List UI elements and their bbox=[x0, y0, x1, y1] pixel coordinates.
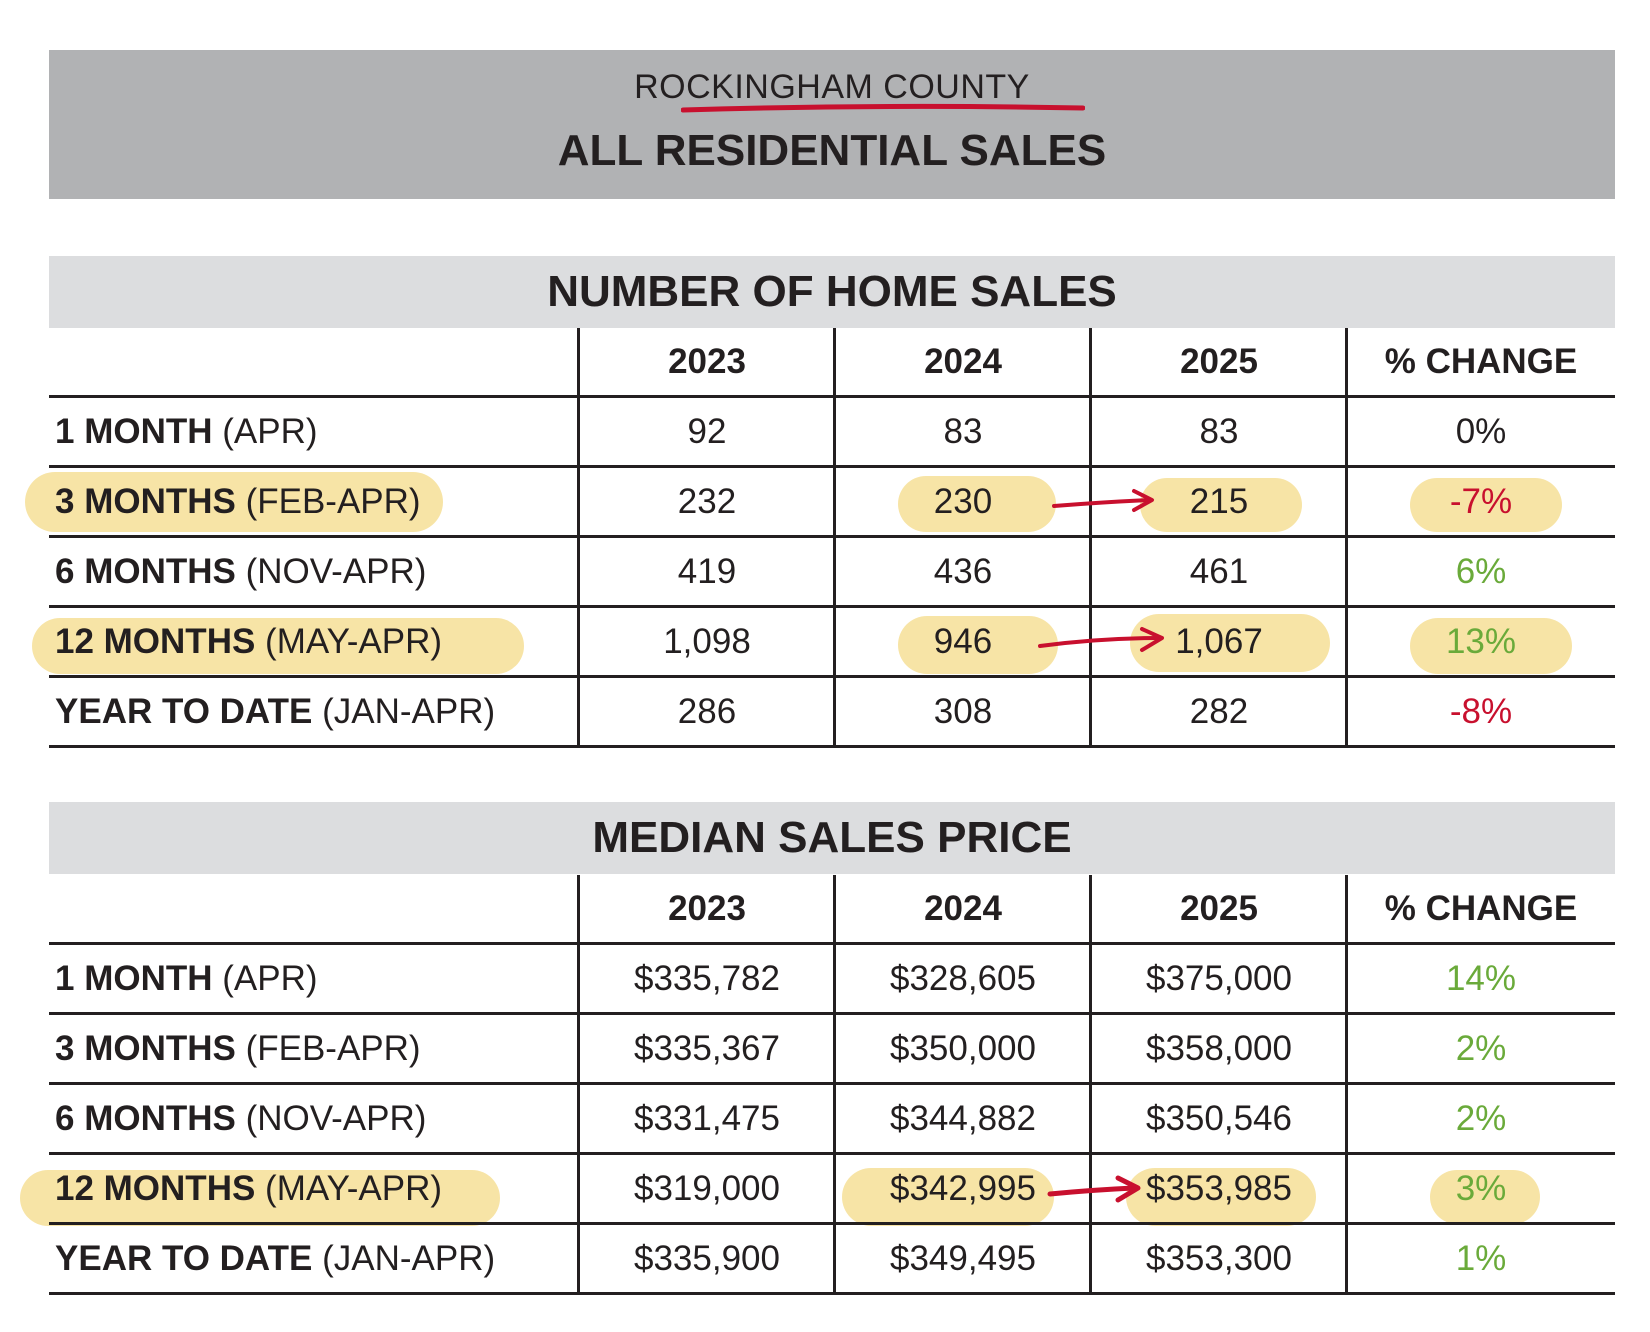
highlight-mark bbox=[1430, 1170, 1540, 1224]
value-2023: $335,367 bbox=[634, 1029, 780, 1068]
red-arrow-mark bbox=[1038, 627, 1164, 652]
value-2023: 232 bbox=[677, 482, 737, 521]
table-row: 12 MONTHS (MAY-APR) $319,000 $342,995 $3… bbox=[49, 1155, 1615, 1225]
value-2024: $350,000 bbox=[890, 1029, 1036, 1068]
highlight-mark bbox=[1130, 614, 1330, 672]
percent-change: 6% bbox=[1455, 552, 1507, 591]
value-2025: $375,000 bbox=[1146, 959, 1292, 998]
row-label: 1 MONTH (APR) bbox=[55, 959, 318, 998]
value-2025: 461 bbox=[1189, 552, 1249, 591]
value-2023: $335,900 bbox=[634, 1239, 780, 1278]
highlight-mark bbox=[842, 1168, 1054, 1226]
table-row: 6 MONTHS (NOV-APR) $331,475 $344,882 $35… bbox=[49, 1085, 1615, 1155]
column-header: 2025 bbox=[1180, 889, 1258, 928]
column-header: 2025 bbox=[1180, 342, 1258, 381]
value-2025: $350,546 bbox=[1146, 1099, 1292, 1138]
highlight-mark bbox=[25, 472, 443, 532]
highlight-mark bbox=[20, 1170, 500, 1226]
value-2023: 419 bbox=[677, 552, 737, 591]
row-label: 3 MONTHS (FEB-APR) bbox=[55, 1029, 421, 1068]
value-2024: $344,882 bbox=[890, 1099, 1036, 1138]
table-row: YEAR TO DATE (JAN-APR) 286 308 282 -8% bbox=[49, 678, 1615, 748]
table-row: 3 MONTHS (FEB-APR) $335,367 $350,000 $35… bbox=[49, 1015, 1615, 1085]
column-header: 2024 bbox=[924, 889, 1002, 928]
value-2024: $349,495 bbox=[890, 1239, 1036, 1278]
value-2023: $335,782 bbox=[634, 959, 780, 998]
row-label: YEAR TO DATE (JAN-APR) bbox=[55, 692, 496, 731]
value-2025: 1,067 bbox=[1175, 622, 1263, 661]
report-title: ALL RESIDENTIAL SALES bbox=[557, 126, 1107, 175]
percent-change: 13% bbox=[1445, 622, 1517, 661]
table-header-row: 2023 2024 2025 % CHANGE bbox=[49, 328, 1615, 398]
table-row: 12 MONTHS (MAY-APR) 1,098 946 1,067 13% bbox=[49, 608, 1615, 678]
row-label: 12 MONTHS (MAY-APR) bbox=[55, 622, 443, 661]
price-section-title: MEDIAN SALES PRICE bbox=[49, 802, 1615, 874]
value-2024: $328,605 bbox=[890, 959, 1036, 998]
value-2025: $358,000 bbox=[1146, 1029, 1292, 1068]
red-arrow-mark bbox=[1052, 489, 1154, 512]
value-2023: 92 bbox=[687, 412, 727, 451]
row-label: 6 MONTHS (NOV-APR) bbox=[55, 552, 427, 591]
highlight-mark bbox=[898, 476, 1056, 532]
highlight-mark bbox=[898, 616, 1058, 674]
sales-section-title: NUMBER OF HOME SALES bbox=[49, 256, 1615, 328]
value-2025: 83 bbox=[1199, 412, 1239, 451]
highlight-mark bbox=[32, 618, 524, 674]
value-2024: $342,995 bbox=[890, 1169, 1036, 1208]
table-row: 6 MONTHS (NOV-APR) 419 436 461 6% bbox=[49, 538, 1615, 608]
percent-change: 2% bbox=[1455, 1099, 1507, 1138]
value-2025: 282 bbox=[1189, 692, 1249, 731]
percent-change: 1% bbox=[1455, 1239, 1507, 1278]
table-header-row: 2023 2024 2025 % CHANGE bbox=[49, 875, 1615, 945]
row-label: 1 MONTH (APR) bbox=[55, 412, 318, 451]
highlight-mark bbox=[1140, 478, 1302, 532]
highlight-mark bbox=[1410, 618, 1572, 674]
row-label: 12 MONTHS (MAY-APR) bbox=[55, 1169, 443, 1208]
table-row: 1 MONTH (APR) 92 83 83 0% bbox=[49, 398, 1615, 468]
percent-change: 0% bbox=[1455, 412, 1507, 451]
value-2023: 286 bbox=[677, 692, 737, 731]
report-header: ROCKINGHAM COUNTY ALL RESIDENTIAL SALES bbox=[49, 50, 1615, 199]
column-header: 2023 bbox=[668, 889, 746, 928]
value-2024: 83 bbox=[943, 412, 983, 451]
table-row: 3 MONTHS (FEB-APR) 232 230 215 -7% bbox=[49, 468, 1615, 538]
percent-change: -7% bbox=[1449, 482, 1513, 521]
value-2024: 308 bbox=[933, 692, 993, 731]
value-2024: 230 bbox=[933, 482, 993, 521]
value-2024: 436 bbox=[933, 552, 993, 591]
column-header: 2023 bbox=[668, 342, 746, 381]
row-label: 6 MONTHS (NOV-APR) bbox=[55, 1099, 427, 1138]
column-header: % CHANGE bbox=[1384, 342, 1578, 381]
row-label: 3 MONTHS (FEB-APR) bbox=[55, 482, 421, 521]
row-label: YEAR TO DATE (JAN-APR) bbox=[55, 1239, 496, 1278]
highlight-mark bbox=[1126, 1168, 1316, 1226]
value-2023: 1,098 bbox=[663, 622, 751, 661]
value-2023: $319,000 bbox=[634, 1169, 780, 1208]
table-row: 1 MONTH (APR) $335,782 $328,605 $375,000… bbox=[49, 945, 1615, 1015]
value-2025: 215 bbox=[1189, 482, 1249, 521]
highlight-mark bbox=[1410, 478, 1562, 532]
column-header: 2024 bbox=[924, 342, 1002, 381]
county-underline-mark bbox=[681, 103, 1085, 113]
value-2025: $353,985 bbox=[1146, 1169, 1292, 1208]
value-2025: $353,300 bbox=[1146, 1239, 1292, 1278]
value-2023: $331,475 bbox=[634, 1099, 780, 1138]
red-arrow-mark bbox=[1047, 1175, 1141, 1203]
percent-change: 14% bbox=[1445, 959, 1517, 998]
table-row: YEAR TO DATE (JAN-APR) $335,900 $349,495… bbox=[49, 1225, 1615, 1295]
percent-change: 3% bbox=[1455, 1169, 1507, 1208]
percent-change: -8% bbox=[1449, 692, 1513, 731]
value-2024: 946 bbox=[933, 622, 993, 661]
county-name: ROCKINGHAM COUNTY bbox=[634, 68, 1030, 106]
column-header: % CHANGE bbox=[1384, 889, 1578, 928]
percent-change: 2% bbox=[1455, 1029, 1507, 1068]
